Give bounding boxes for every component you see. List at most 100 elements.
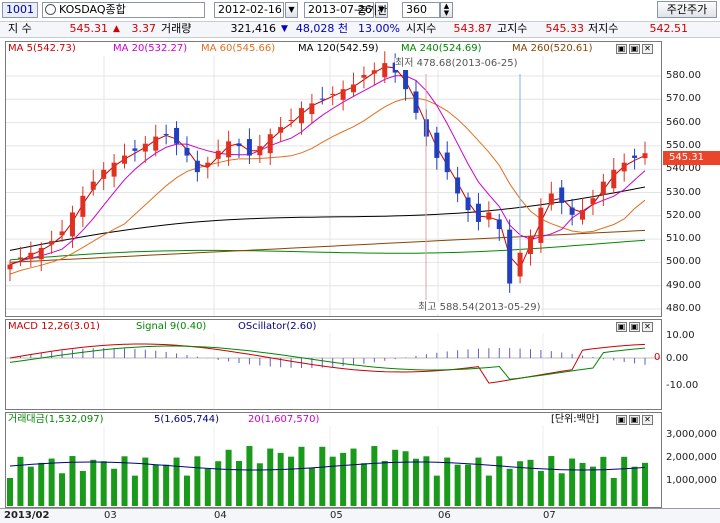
volume-restore-button[interactable]: ▣ xyxy=(629,415,640,425)
search-icon[interactable] xyxy=(45,4,56,15)
ma5-volume-legend: 5(1,605,744) xyxy=(154,414,220,425)
volume-bar xyxy=(454,464,461,506)
volume-bar xyxy=(537,470,544,506)
macd-restore-button[interactable]: ▣ xyxy=(629,322,640,332)
candle-body xyxy=(267,134,273,154)
candle-body xyxy=(361,74,367,78)
volume-bar xyxy=(59,473,66,506)
candle-body xyxy=(59,231,65,236)
period-value-input[interactable]: 360 xyxy=(402,2,440,18)
macd-ytick: 10.00 xyxy=(666,330,695,341)
volume-maximize-button[interactable]: ▣ xyxy=(616,415,627,425)
candle-body xyxy=(142,143,148,152)
candle-body xyxy=(548,193,554,205)
candle-body xyxy=(600,181,606,195)
volume-bar xyxy=(256,463,263,506)
candle-body xyxy=(580,210,586,220)
volume-bar xyxy=(444,457,451,506)
volume-bar xyxy=(548,456,555,506)
info-bar xyxy=(0,21,720,38)
macd-close-button[interactable]: ✕ xyxy=(642,322,653,332)
candle-body xyxy=(507,229,513,284)
candle-body xyxy=(38,248,44,260)
volume-bar xyxy=(298,446,305,506)
candle-body xyxy=(632,155,638,158)
ma240-line xyxy=(9,239,646,261)
end-date-input[interactable]: 2013-07-26 xyxy=(304,2,374,18)
candle-body xyxy=(527,236,533,254)
market-name-field[interactable]: KOSDAQ종합 xyxy=(42,2,205,18)
index-label: 지 수 xyxy=(8,22,32,35)
candle-body xyxy=(382,63,388,78)
price-legend: MA 5(542.73) MA 20(532.27) MA 60(545.66)… xyxy=(8,43,608,55)
volume-bar xyxy=(225,449,232,506)
macd-maximize-button[interactable]: ▣ xyxy=(616,322,627,332)
candle-body xyxy=(496,219,502,230)
macd-legend: MACD 12,26(3.01) xyxy=(8,321,100,332)
volume-bar xyxy=(631,466,638,506)
volume-bar xyxy=(90,459,97,506)
volume-bar xyxy=(27,466,34,506)
volume-bar xyxy=(610,477,617,506)
volume-bar xyxy=(288,456,295,506)
candle-body xyxy=(351,84,357,93)
low-label: 저지수 xyxy=(588,22,619,35)
volume-bar xyxy=(308,467,315,506)
volume-close-button[interactable]: ✕ xyxy=(642,415,653,425)
period-type-button[interactable]: 주간주가 xyxy=(657,1,717,18)
volume-bar xyxy=(475,457,482,506)
panel-maximize-button[interactable]: ▣ xyxy=(616,44,627,54)
volume-bar xyxy=(142,457,149,506)
candle-body xyxy=(434,132,440,158)
candle-body xyxy=(278,127,284,133)
volume-bar xyxy=(642,462,648,506)
market-code-field[interactable]: 1001 xyxy=(2,2,38,18)
volume-ma5-line xyxy=(9,461,646,471)
price-ytick: 540.00 xyxy=(666,163,701,175)
start-date-dropdown-button[interactable]: ▼ xyxy=(285,2,298,18)
end-date-dropdown-button[interactable]: ▼ xyxy=(375,2,388,18)
volume-bar xyxy=(412,458,419,506)
macd-ytick: 0.00 xyxy=(666,353,689,364)
macd-zero-tag: 0 xyxy=(654,352,661,363)
volume-bar xyxy=(569,458,576,506)
ma120-line xyxy=(9,186,646,251)
volume-bar xyxy=(506,468,513,506)
ma260-line xyxy=(9,229,646,263)
volume-bar xyxy=(215,461,222,506)
price-ytick: 510.00 xyxy=(666,233,701,245)
volume-bar xyxy=(267,448,274,506)
volume-bar xyxy=(17,456,24,506)
candle-body xyxy=(49,240,55,245)
candle-body xyxy=(205,162,211,167)
candle-body xyxy=(184,147,190,156)
panel-close-button[interactable]: ✕ xyxy=(642,44,653,54)
volume-bar xyxy=(152,464,159,506)
volume-bar xyxy=(360,463,367,506)
volume-arrow-icon: ▼ xyxy=(281,24,288,34)
period-spinner[interactable]: ▲ ▼ xyxy=(440,2,453,18)
candle-body xyxy=(174,127,180,144)
volume-bar xyxy=(204,468,211,506)
ma20-volume-legend: 20(1,607,570) xyxy=(248,414,320,425)
volume-bar xyxy=(38,462,45,506)
low-value: 542.51 xyxy=(649,22,689,35)
volume-bar xyxy=(517,461,524,506)
volume-ytick: 1,000,000 xyxy=(666,475,717,486)
open-label: 시지수 xyxy=(406,22,437,35)
candle-body xyxy=(90,181,96,190)
candle-body xyxy=(236,143,242,147)
panel-restore-button[interactable]: ▣ xyxy=(629,44,640,54)
high-label: 고지수 xyxy=(497,22,528,35)
volume-bar xyxy=(277,452,284,506)
volume-value: 321,416 xyxy=(230,22,277,35)
trade-value-legend: 거래대금(1,532,097) xyxy=(8,414,104,425)
macd-panel[interactable]: MACD 12,26(3.01) Signal 9(0.40) OScillat… xyxy=(5,319,662,410)
high-value: 545.33 xyxy=(545,22,585,35)
volume-bar xyxy=(621,456,628,506)
candle-body xyxy=(226,141,232,158)
price-ytick: 480.00 xyxy=(666,303,701,314)
start-date-input[interactable]: 2012-02-16 xyxy=(214,2,284,18)
period-label: 총기간 xyxy=(357,4,388,17)
